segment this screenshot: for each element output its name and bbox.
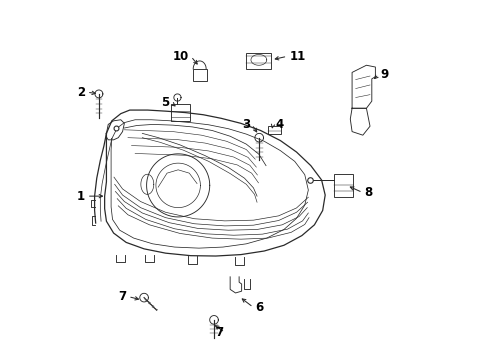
Bar bbox=[267, 126, 281, 134]
Text: 3: 3 bbox=[241, 118, 249, 131]
Text: 2: 2 bbox=[77, 86, 85, 99]
Text: 7: 7 bbox=[214, 326, 223, 339]
Text: 5: 5 bbox=[161, 96, 169, 109]
Bar bbox=[333, 174, 352, 197]
Text: 1: 1 bbox=[77, 190, 85, 203]
Text: 7: 7 bbox=[118, 290, 126, 303]
Bar bbox=[192, 69, 206, 81]
Text: 4: 4 bbox=[274, 118, 283, 131]
Text: 9: 9 bbox=[380, 68, 388, 81]
Text: 10: 10 bbox=[172, 50, 188, 63]
Bar bbox=[171, 104, 189, 121]
Text: 11: 11 bbox=[289, 50, 305, 63]
Text: 6: 6 bbox=[255, 301, 263, 314]
Text: 8: 8 bbox=[364, 186, 372, 199]
Bar bbox=[246, 53, 271, 69]
